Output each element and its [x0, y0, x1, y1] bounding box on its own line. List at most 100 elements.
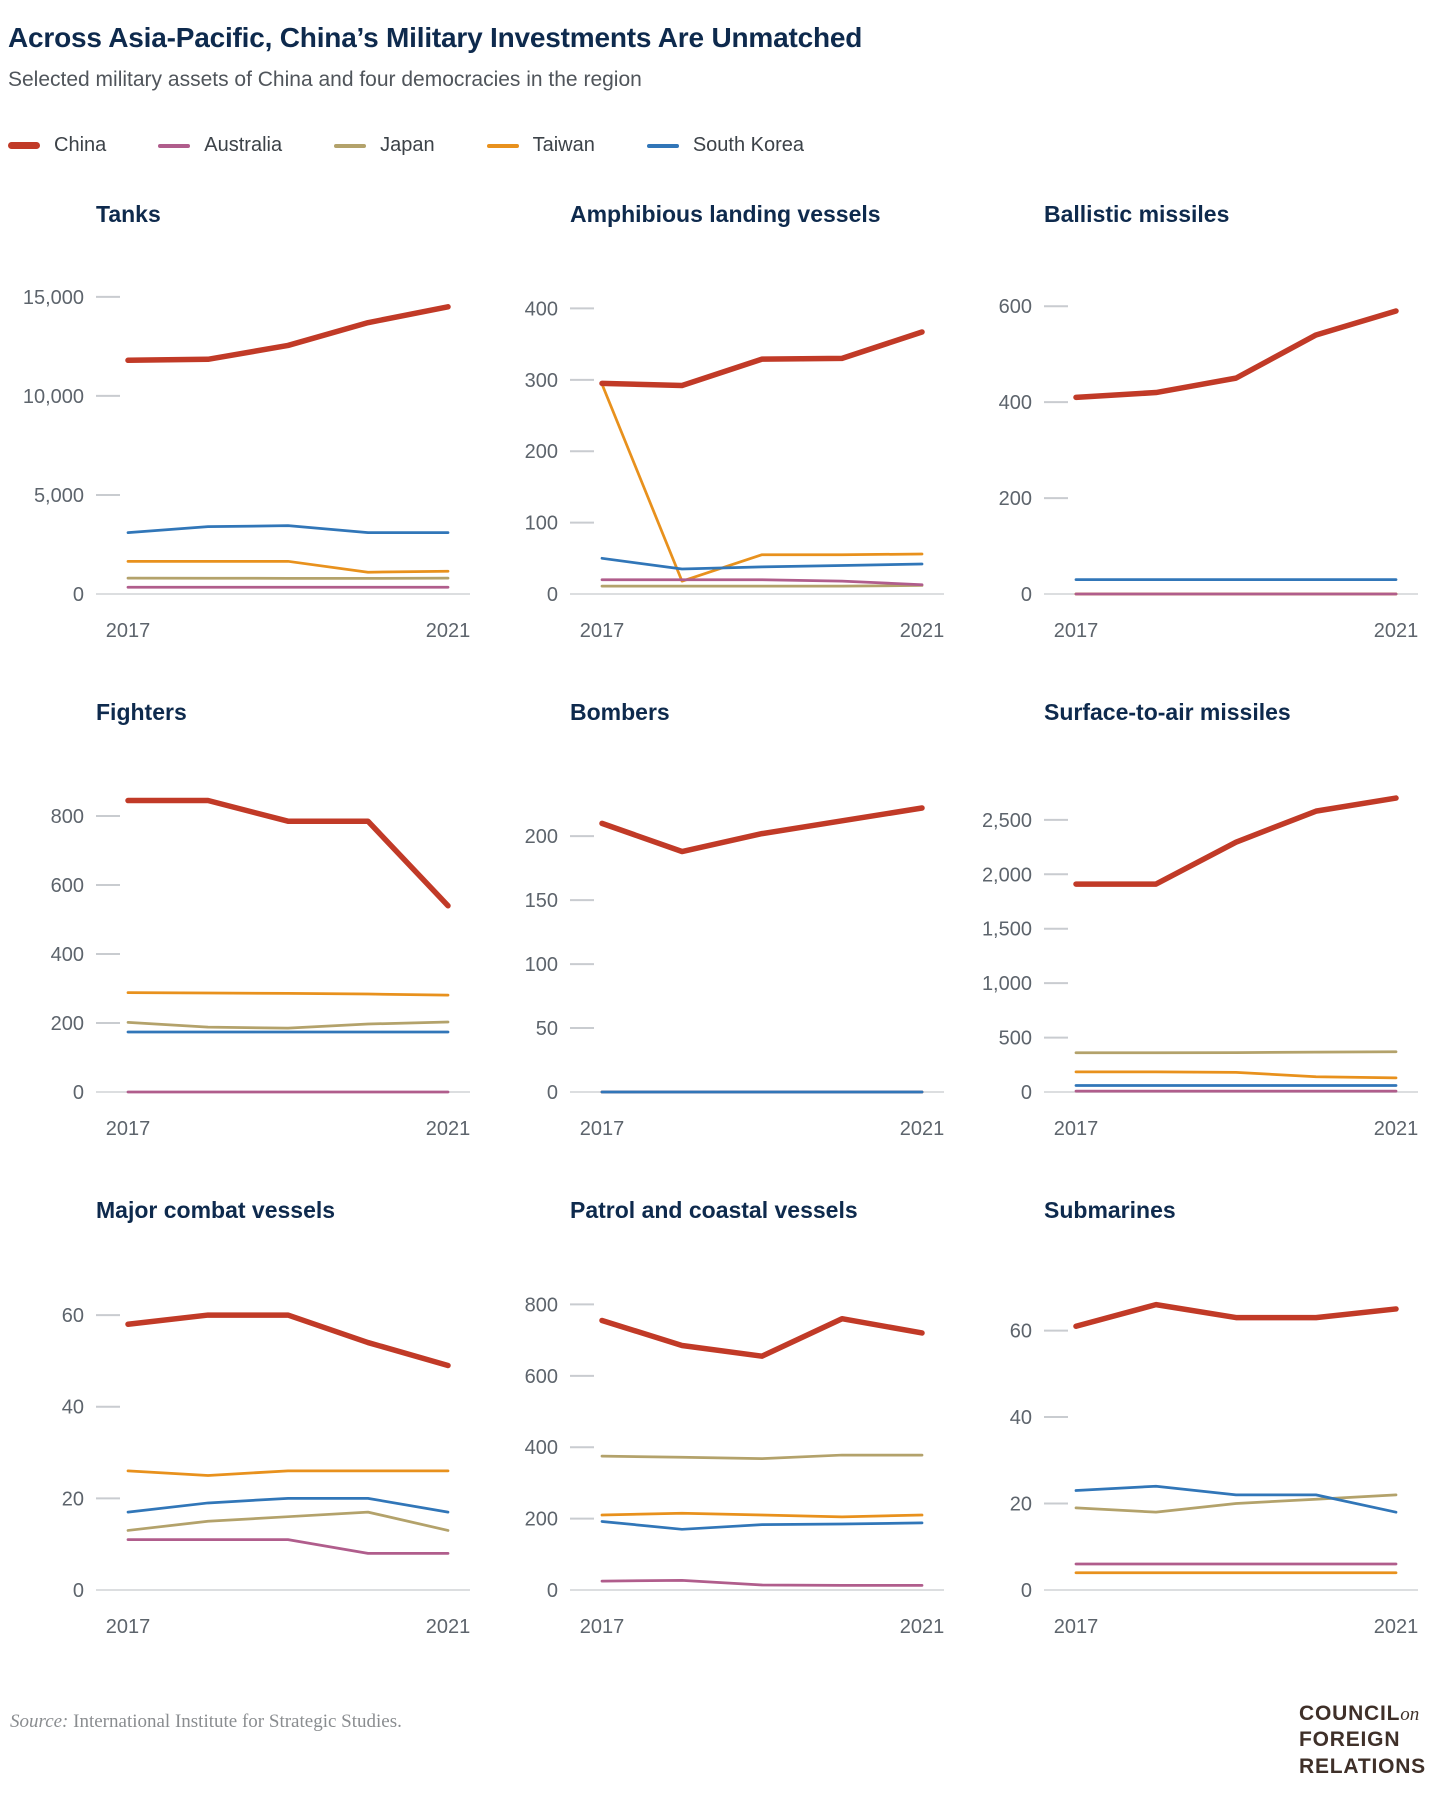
x-tick-label: 2021: [426, 1616, 471, 1638]
x-tick-label: 2017: [1054, 1616, 1099, 1638]
y-tick-label: 800: [525, 1294, 558, 1316]
line-japan: [602, 585, 922, 586]
chart-title: Fighters: [96, 699, 478, 726]
line-china: [1076, 798, 1396, 884]
chart-title: Major combat vessels: [96, 1197, 478, 1224]
y-tick-label: 0: [1021, 1082, 1032, 1104]
x-tick-label: 2021: [426, 620, 471, 642]
chart-major-combat-vessels: Major combat vessels 0 20 40 60 2017 2021: [8, 1197, 478, 1653]
x-tick-label: 2017: [580, 1616, 625, 1638]
chart-title: Tanks: [96, 201, 478, 228]
chart-title: Amphibious landing vessels: [570, 201, 952, 228]
y-tick-label: 400: [999, 392, 1032, 414]
legend-label: Japan: [380, 134, 435, 157]
x-tick-label: 2021: [900, 1616, 945, 1638]
legend-swatch-japan: [334, 144, 366, 148]
y-tick-label: 0: [547, 584, 558, 606]
y-tick-label: 60: [1010, 1321, 1032, 1343]
legend-swatch-australia: [158, 144, 190, 148]
y-tick-label: 0: [73, 1082, 84, 1104]
x-tick-label: 2021: [1374, 1616, 1419, 1638]
y-tick-label: 10,000: [23, 386, 84, 408]
chart-title: Submarines: [1044, 1197, 1426, 1224]
y-tick-label: 400: [51, 944, 84, 966]
y-tick-label: 600: [51, 875, 84, 897]
line-taiwan: [128, 1471, 448, 1476]
y-tick-label: 0: [547, 1580, 558, 1602]
logo-line-3: RELATIONS: [1299, 1754, 1426, 1780]
logo-on-word: on: [1400, 1704, 1419, 1725]
y-tick-label: 0: [547, 1082, 558, 1104]
footer: Source: International Institute for Stra…: [8, 1701, 1430, 1780]
logo-line-2: FOREIGN: [1299, 1727, 1426, 1753]
y-tick-label: 40: [62, 1397, 84, 1419]
legend-item-australia: Australia: [158, 134, 282, 157]
line-japan: [128, 1022, 448, 1028]
line-japan: [128, 1512, 448, 1530]
line-china: [602, 332, 922, 386]
x-tick-label: 2017: [580, 620, 625, 642]
line-australia: [602, 580, 922, 585]
y-tick-label: 200: [525, 826, 558, 848]
legend-swatch-south-korea: [647, 144, 679, 148]
y-tick-label: 1,500: [982, 919, 1032, 941]
y-tick-label: 40: [1010, 1407, 1032, 1429]
legend-item-taiwan: Taiwan: [487, 134, 595, 157]
y-tick-label: 200: [525, 1509, 558, 1531]
x-tick-label: 2017: [106, 1616, 151, 1638]
chart-title: Bombers: [570, 699, 952, 726]
y-tick-label: 2,500: [982, 810, 1032, 832]
x-tick-label: 2017: [580, 1118, 625, 1140]
line-china: [128, 307, 448, 360]
line-taiwan: [1076, 1072, 1396, 1078]
line-taiwan: [602, 384, 922, 581]
source-text: International Institute for Strategic St…: [68, 1711, 401, 1732]
source-line: Source: International Institute for Stra…: [10, 1701, 402, 1733]
x-tick-label: 2017: [1054, 1118, 1099, 1140]
legend-label: Australia: [204, 134, 282, 157]
line-taiwan: [128, 561, 448, 572]
y-tick-label: 200: [51, 1013, 84, 1035]
line-south-korea: [128, 1498, 448, 1512]
y-tick-label: 600: [999, 296, 1032, 318]
cfr-logo: COUNCILon FOREIGN RELATIONS: [1299, 1701, 1426, 1780]
legend-item-china: China: [8, 134, 106, 157]
chart-title: Ballistic missiles: [1044, 201, 1426, 228]
y-tick-label: 50: [536, 1018, 558, 1040]
header: Across Asia-Pacific, China’s Military In…: [8, 22, 1430, 92]
chart-title: Patrol and coastal vessels: [570, 1197, 952, 1224]
line-south-korea: [602, 558, 922, 569]
y-tick-label: 400: [525, 1437, 558, 1459]
y-tick-label: 20: [1010, 1494, 1032, 1516]
y-tick-label: 2,000: [982, 864, 1032, 886]
x-tick-label: 2017: [106, 1118, 151, 1140]
line-china: [128, 1315, 448, 1365]
chart-title: Surface-to-air missiles: [1044, 699, 1426, 726]
y-tick-label: 500: [999, 1028, 1032, 1050]
y-tick-label: 400: [525, 298, 558, 320]
x-tick-label: 2021: [900, 620, 945, 642]
y-tick-label: 150: [525, 890, 558, 912]
page-subtitle: Selected military assets of China and fo…: [8, 68, 1430, 92]
y-tick-label: 0: [1021, 1580, 1032, 1602]
chart-canvas-major-combat-vessels: 0 20 40 60 2017 2021: [8, 1238, 478, 1648]
y-tick-label: 60: [62, 1305, 84, 1327]
legend-label: Taiwan: [533, 134, 595, 157]
y-tick-label: 300: [525, 370, 558, 392]
x-tick-label: 2017: [106, 620, 151, 642]
y-tick-label: 15,000: [23, 287, 84, 309]
y-tick-label: 0: [73, 1580, 84, 1602]
x-tick-label: 2021: [1374, 1118, 1419, 1140]
y-tick-label: 20: [62, 1488, 84, 1510]
y-tick-label: 100: [525, 954, 558, 976]
page-title: Across Asia-Pacific, China’s Military In…: [8, 22, 1430, 54]
